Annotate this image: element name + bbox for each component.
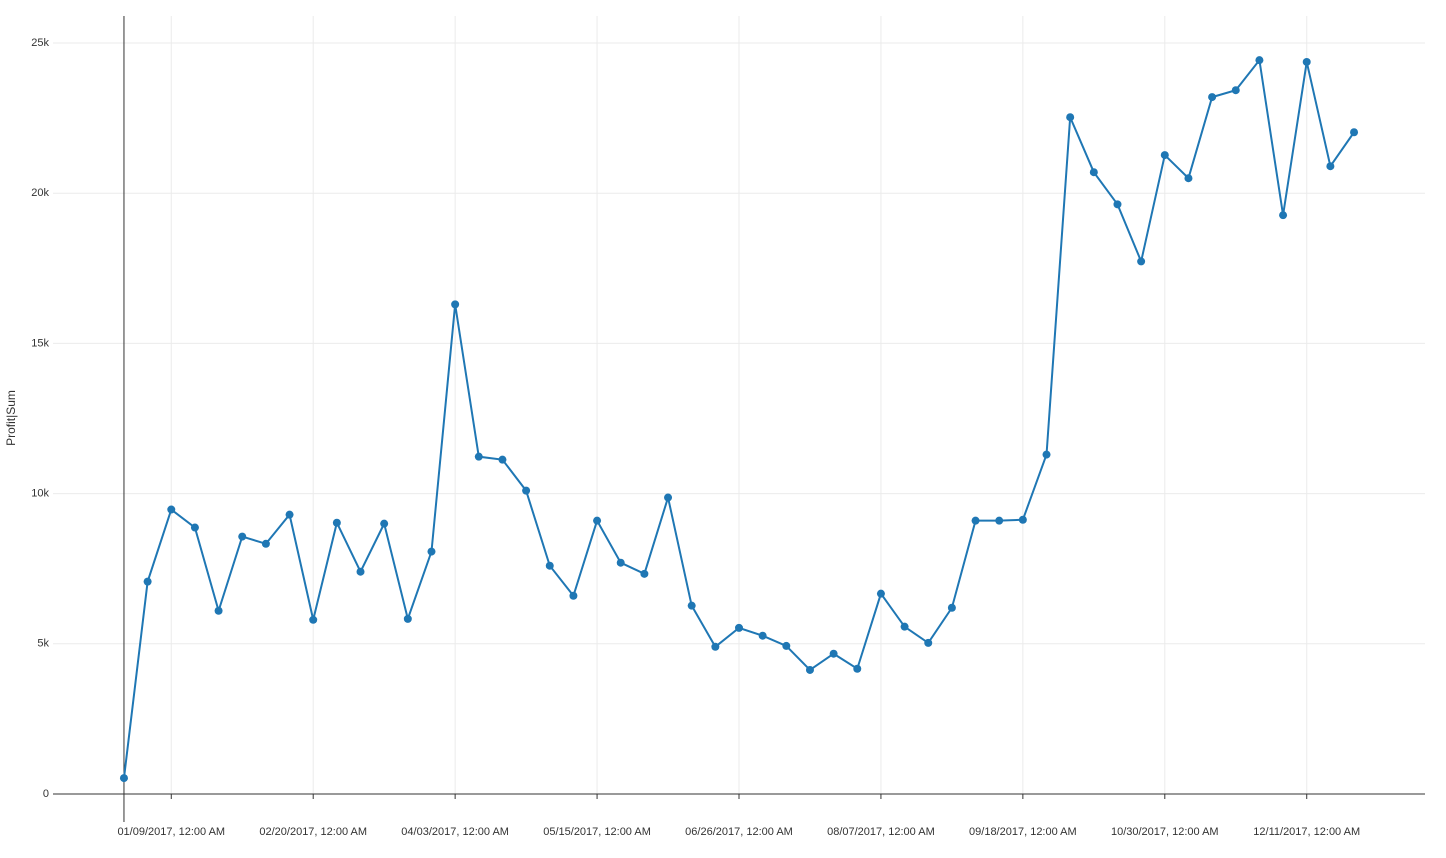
data-point [309,615,318,624]
data-point [687,601,696,610]
data-point [1279,211,1288,220]
data-point [1255,56,1264,65]
data-point [332,518,341,527]
x-tick-label: 08/07/2017, 12:00 AM [827,826,935,838]
data-point [735,623,743,632]
y-axis-label: Profit|Sum [4,390,18,446]
data-point [238,532,247,541]
data-point [829,649,838,658]
data-point [640,569,649,578]
data-point [711,642,720,651]
data-point [1302,57,1311,66]
data-point [1231,86,1240,95]
data-point [1160,151,1169,160]
data-point [782,641,791,650]
data-point [261,539,270,548]
data-point [1326,162,1335,171]
data-point [1042,450,1051,459]
y-tick-label: 20k [31,187,49,199]
data-point [664,493,673,502]
data-point [119,774,128,783]
data-point [143,577,152,586]
data-point [427,547,436,556]
data-point [167,505,176,514]
y-tick-label: 10k [31,488,49,500]
data-point [498,455,507,464]
data-point [451,300,460,309]
data-point [758,631,767,640]
data-point [569,591,578,600]
y-tick-label: 0 [43,788,49,800]
data-point [1018,515,1027,524]
y-tick-label: 5k [37,638,49,650]
x-tick-label: 06/26/2017, 12:00 AM [685,826,793,838]
data-point [214,606,223,615]
data-point [545,561,554,570]
x-tick-label: 04/03/2017, 12:00 AM [401,826,509,838]
data-point [947,603,956,612]
y-tick-label: 15k [31,337,49,349]
data-point [522,486,531,495]
data-point [1089,168,1098,177]
x-tick-label: 05/15/2017, 12:00 AM [543,826,651,838]
data-point [900,622,909,631]
data-point [593,516,602,525]
data-point [380,519,389,528]
data-point [190,523,199,532]
x-tick-label: 02/20/2017, 12:00 AM [259,826,367,838]
x-tick-label: 12/11/2017, 12:00 AM [1253,826,1360,838]
x-tick-label: 10/30/2017, 12:00 AM [1111,826,1219,838]
data-point [924,638,933,647]
data-point [1137,257,1146,266]
data-point [285,510,294,519]
data-point [1350,128,1359,137]
data-point [1066,113,1075,122]
data-point [1184,174,1193,183]
x-tick-label: 09/18/2017, 12:00 AM [969,826,1077,838]
data-point [876,589,885,598]
data-point [995,516,1004,525]
data-point [971,516,980,525]
data-point [403,614,412,623]
x-tick-label: 01/09/2017, 12:00 AM [117,826,225,838]
data-point [1113,200,1122,209]
data-point [1208,93,1217,102]
data-point [474,452,483,461]
data-point [616,558,625,567]
data-point [356,567,365,576]
data-point [853,664,862,673]
y-tick-label: 25k [31,37,49,49]
data-point [805,665,814,674]
